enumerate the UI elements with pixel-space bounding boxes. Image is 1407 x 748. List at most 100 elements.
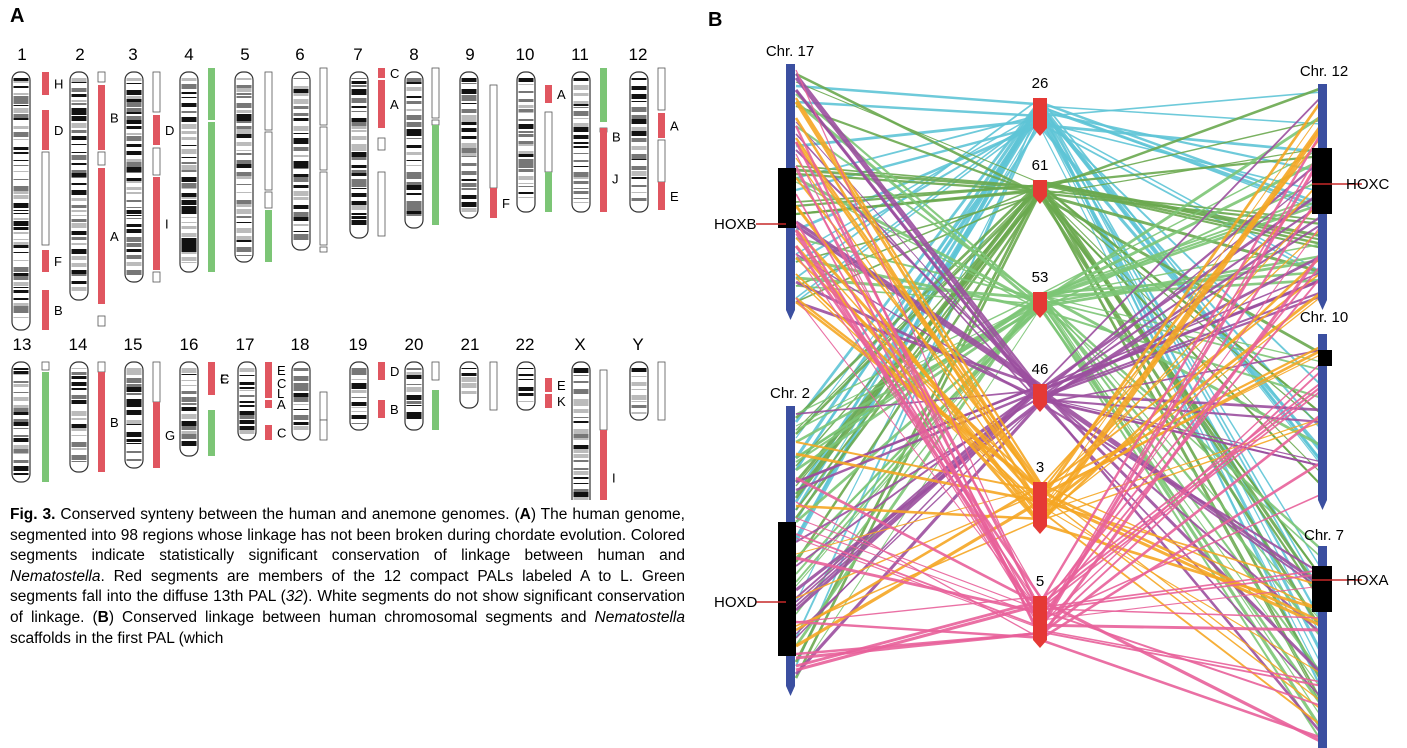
chromosome-band bbox=[181, 407, 197, 411]
chromosome-band bbox=[518, 374, 534, 376]
segment-red bbox=[42, 72, 49, 95]
chromosome-band bbox=[236, 103, 252, 108]
link-line bbox=[1039, 193, 1323, 487]
link-line bbox=[795, 486, 1041, 555]
link-line bbox=[794, 141, 1042, 610]
caption-species-2: Nematostella bbox=[594, 608, 685, 626]
chromosome-band bbox=[518, 197, 534, 198]
chromosome-22: 22 EK bbox=[516, 335, 566, 411]
chromosome-band bbox=[236, 184, 252, 185]
link-line bbox=[795, 484, 1041, 632]
chromosome-band bbox=[518, 192, 534, 194]
chromosome-band bbox=[13, 298, 29, 300]
link-line bbox=[1039, 119, 1323, 187]
chromosome-band bbox=[573, 191, 589, 194]
chromosome-band bbox=[181, 238, 197, 243]
panel-b-linkage-diagram: B Chr. 17 HOXB Chr. 2 HOXD Chr. 12 HOXC Chr. 10… bbox=[708, 9, 1390, 748]
chromosome-band bbox=[351, 157, 367, 160]
segment-white bbox=[431, 361, 440, 381]
chromosome-band bbox=[71, 263, 87, 267]
chromosome-band bbox=[236, 78, 252, 80]
chromosome-band bbox=[71, 368, 87, 369]
chromosome-band bbox=[293, 237, 309, 240]
chromosome-band bbox=[461, 78, 477, 82]
chromosome-8: 8 bbox=[404, 45, 440, 229]
chromosome-band bbox=[71, 435, 87, 436]
chromosome-band bbox=[293, 393, 309, 398]
chromosome-band bbox=[461, 195, 477, 199]
segment-red bbox=[600, 145, 607, 212]
link-line bbox=[794, 101, 1042, 493]
chromosome-band bbox=[126, 108, 142, 112]
chromosome-band bbox=[293, 161, 309, 165]
chromosome-band bbox=[71, 173, 87, 178]
chromosome-band bbox=[351, 106, 367, 108]
link-line bbox=[795, 556, 1041, 614]
link-line bbox=[1039, 638, 1323, 740]
link-line bbox=[1039, 623, 1323, 632]
chromosome-band bbox=[351, 386, 367, 389]
chromosome-band bbox=[573, 368, 589, 373]
caption-title: Conserved synteny between the human and … bbox=[60, 506, 520, 523]
segment-label: C bbox=[277, 426, 286, 441]
chromosome-number: 14 bbox=[69, 335, 88, 354]
chromosome-band bbox=[573, 402, 589, 406]
chromosome-band bbox=[181, 200, 197, 205]
chromosome-band bbox=[351, 173, 367, 176]
chromosome-band bbox=[126, 167, 142, 172]
chromosome-band bbox=[126, 373, 142, 375]
chromosome-band bbox=[351, 423, 367, 424]
chromosome-band bbox=[351, 205, 367, 210]
chromosome-band bbox=[71, 210, 87, 212]
segment-label: A bbox=[390, 97, 399, 112]
chromosome-band bbox=[71, 170, 87, 173]
chromosome-band bbox=[351, 371, 367, 375]
scaffold-53: 53 bbox=[1032, 269, 1048, 318]
chromosome-band bbox=[293, 147, 309, 151]
chromosome-band bbox=[71, 177, 87, 178]
caption-text-4: ) Conserved linkage between human chromo… bbox=[108, 608, 595, 626]
link-line bbox=[795, 385, 1041, 483]
link-line bbox=[1039, 86, 1323, 192]
chromosome-band bbox=[631, 138, 647, 142]
link-line bbox=[795, 69, 1041, 616]
link-line bbox=[1039, 110, 1323, 174]
segment-white bbox=[377, 137, 386, 151]
chromosome-band bbox=[293, 234, 309, 238]
chromosome-18: 18 bbox=[291, 335, 328, 441]
segment-white bbox=[657, 361, 666, 421]
chromosome-band bbox=[293, 126, 309, 131]
hox-block bbox=[1318, 350, 1332, 366]
chromosome-band bbox=[351, 188, 367, 189]
chromosome-band bbox=[293, 78, 309, 79]
segment-label: D bbox=[390, 364, 399, 379]
caption-text-2: . Red segments are members of the 12 com… bbox=[10, 567, 685, 606]
chromosome-number: 5 bbox=[240, 45, 249, 64]
chromosome-band bbox=[13, 466, 29, 471]
segment-red bbox=[545, 378, 552, 392]
link-line bbox=[795, 253, 1041, 607]
segment-red bbox=[153, 402, 160, 468]
chromosome-band bbox=[461, 380, 477, 382]
chromosome-band bbox=[406, 387, 422, 392]
chromosome-band bbox=[236, 172, 252, 177]
chromosome-band bbox=[406, 129, 422, 133]
chromosome-band bbox=[573, 135, 589, 139]
chromosome-band bbox=[293, 174, 309, 178]
chromosome-band bbox=[573, 93, 589, 96]
chromosome-number: 21 bbox=[461, 335, 480, 354]
chromosome-band bbox=[13, 428, 29, 429]
chromosome-band bbox=[13, 438, 29, 442]
chromosome-tip bbox=[786, 310, 795, 320]
chromosome-band bbox=[126, 120, 142, 124]
chromosome-number: 7 bbox=[353, 45, 362, 64]
chromosome-band bbox=[71, 376, 87, 379]
link-line bbox=[795, 117, 1041, 303]
chromosome-band bbox=[518, 105, 534, 108]
chromosome-band bbox=[573, 85, 589, 90]
chromosome-band bbox=[71, 78, 87, 82]
chromosome-band bbox=[239, 382, 255, 385]
chromosome-band bbox=[631, 401, 647, 402]
link-line bbox=[1039, 147, 1323, 626]
chromosome-label: Chr. 7 bbox=[1304, 527, 1344, 544]
